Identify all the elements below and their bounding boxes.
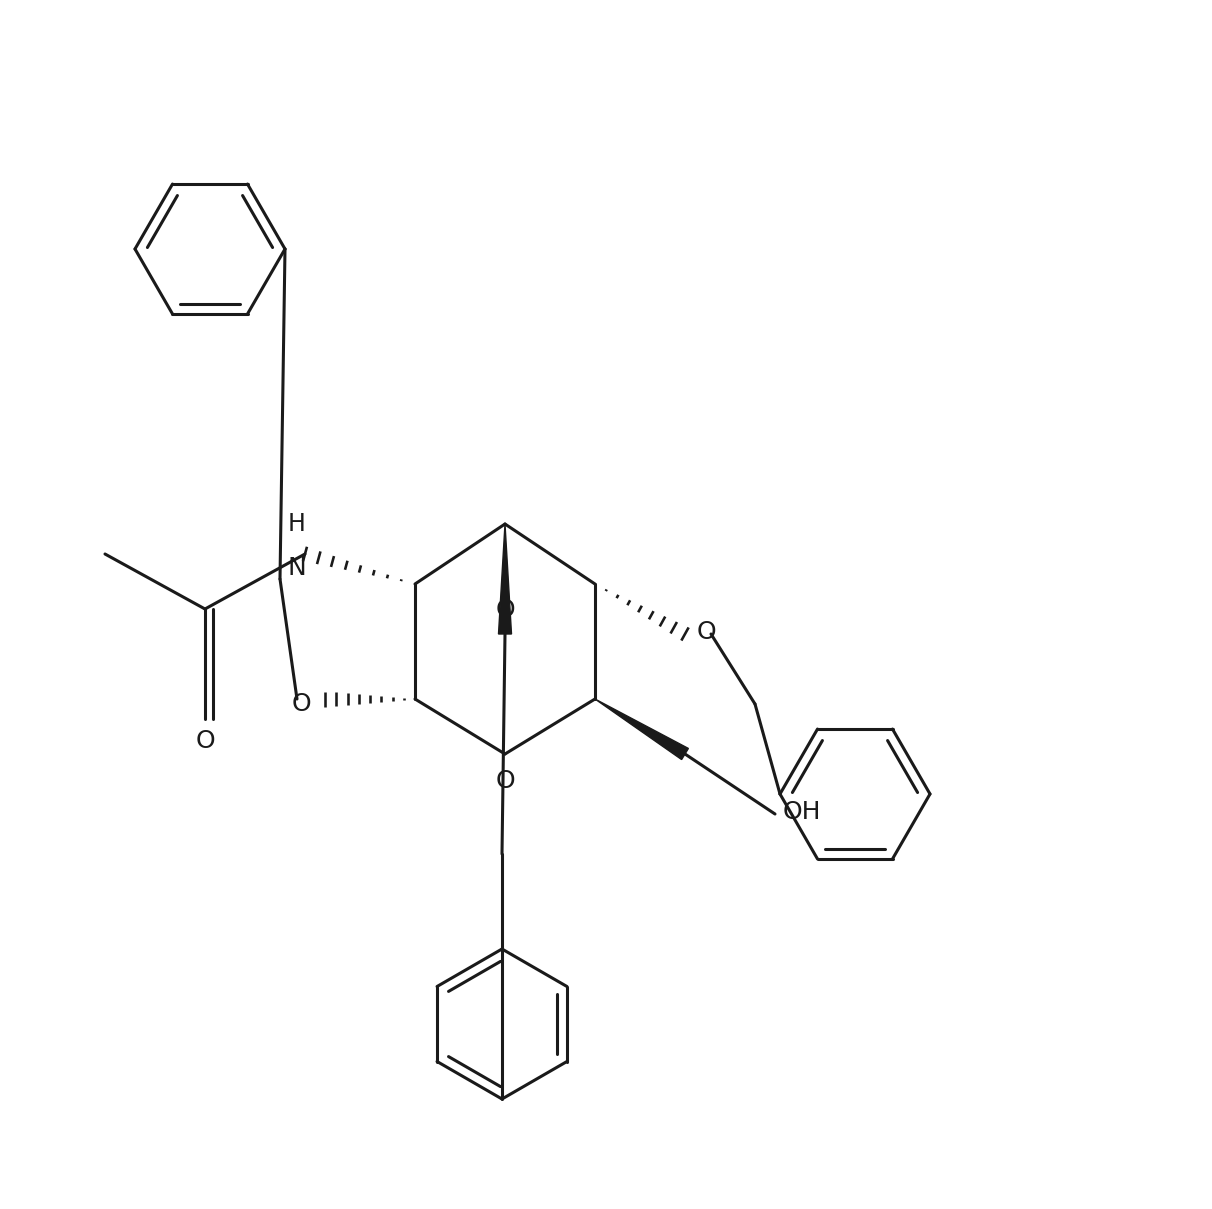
Text: H: H <box>288 511 305 536</box>
Text: OH: OH <box>783 800 822 825</box>
Text: O: O <box>496 769 515 793</box>
Text: O: O <box>291 692 311 716</box>
Text: O: O <box>697 620 716 644</box>
Polygon shape <box>498 523 511 634</box>
Text: O: O <box>195 729 215 753</box>
Text: O: O <box>496 598 515 621</box>
Text: N: N <box>287 556 307 580</box>
Polygon shape <box>595 699 688 759</box>
